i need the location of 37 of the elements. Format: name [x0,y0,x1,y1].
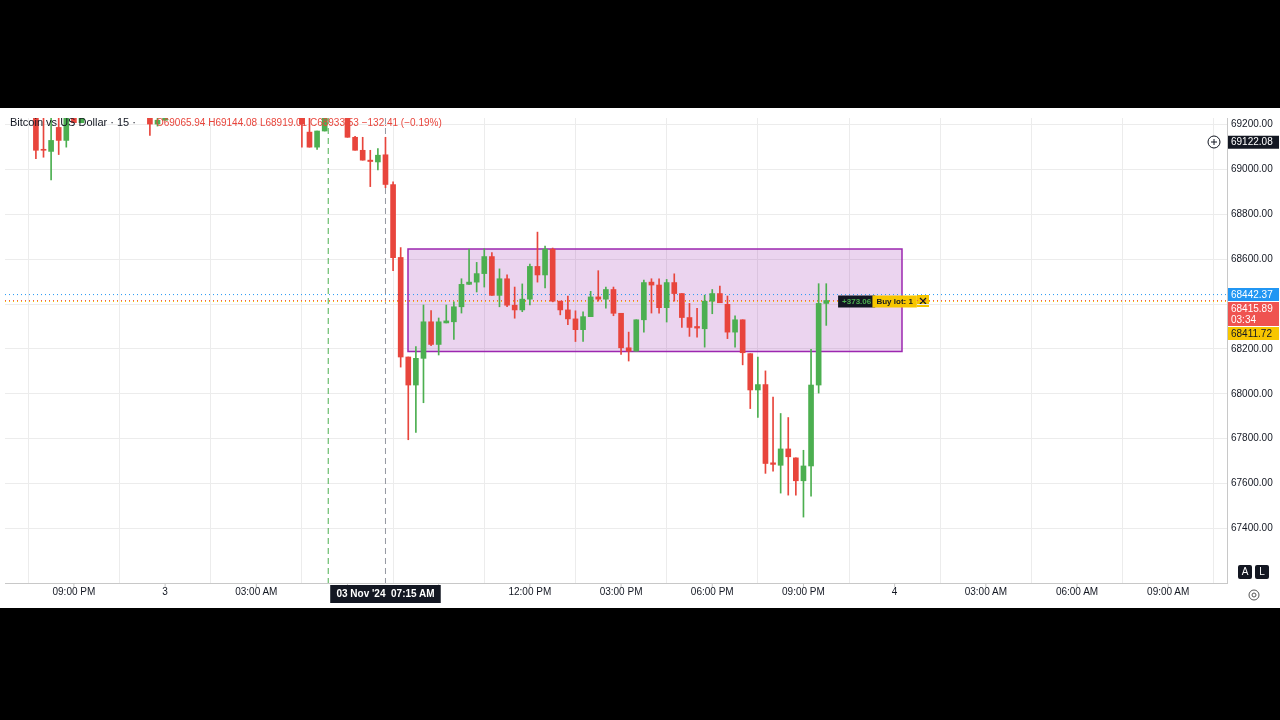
x-tick-label: 03:00 AM [964,585,1007,597]
text: L [1255,565,1269,579]
y-tick-label: 68000.00 [1231,387,1274,399]
y-tick-label: 69200.00 [1231,118,1274,130]
x-tick-label: 06:00 AM [1055,585,1099,597]
y-tick-label: 67400.00 [1231,522,1274,534]
x-tick-label: 09:00 AM [1147,585,1190,597]
ref-line-label: 69122.08 [1231,136,1274,148]
candlestick [755,356,761,418]
x-tick-label: 12:00 PM [508,585,552,597]
annotation: +373.06 [842,296,872,306]
ref-line-label: 68411.72 [1231,327,1273,339]
text: A [1238,565,1252,579]
candlestick [823,283,830,326]
y-tick-label: 68800.00 [1231,208,1274,220]
y-tick-label: 67600.00 [1231,477,1274,489]
candlestick [785,417,792,496]
ref-line-label: 03 Nov '24 07:15 AM [336,587,435,599]
ref-line-label: 68442.37 [1231,288,1274,300]
candlestick [466,248,472,285]
annotation: Buy lot: 1 [876,296,914,306]
x-tick-label: 4 [891,585,898,597]
candlestick [511,286,518,319]
x-tick-label: 3 [162,585,169,597]
x-tick-label: 09:00 PM [782,585,825,597]
y-tick-label: 69000.00 [1231,163,1274,175]
x-tick-label: 03:00 AM [235,585,278,597]
x-tick-label: 06:00 PM [690,585,734,597]
y-tick-label: 68600.00 [1231,253,1274,264]
y-tick-label: 67800.00 [1231,432,1274,444]
candlestick [367,149,374,187]
x-tick-label: 09:00 PM [52,585,96,597]
y-tick-label: 68200.00 [1231,342,1274,354]
candlestick [770,396,776,472]
candlestick [694,308,700,338]
ref-line-label: 68415.89 03:34 [1231,302,1274,325]
x-tick-label: 03:00 PM [599,585,643,597]
